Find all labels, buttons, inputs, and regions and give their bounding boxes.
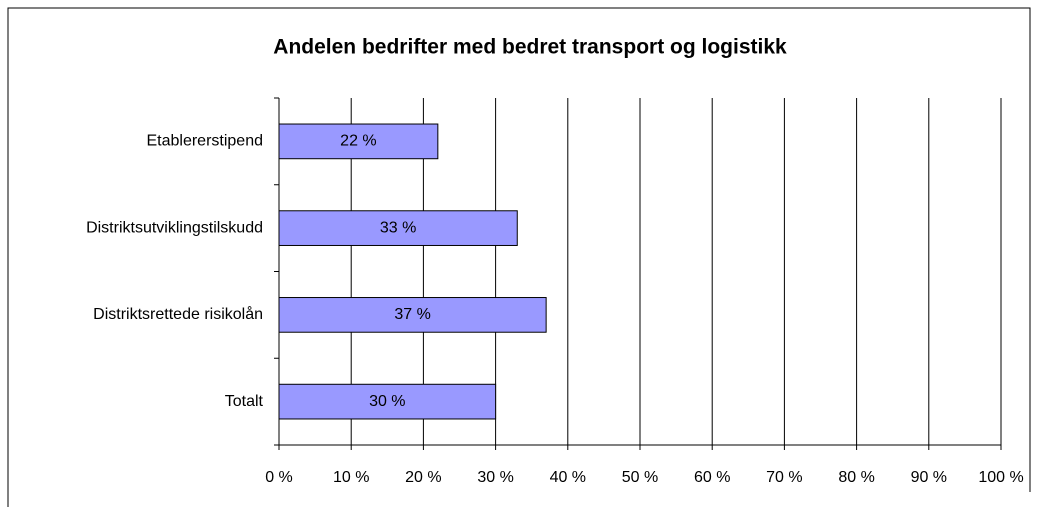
x-tick-label: 0 % xyxy=(265,469,293,486)
x-tick-label: 70 % xyxy=(766,469,802,486)
x-tick-label: 90 % xyxy=(911,469,947,486)
bar xyxy=(278,210,518,246)
bar xyxy=(278,123,439,160)
value-label: 37 % xyxy=(394,306,430,323)
value-label: 30 % xyxy=(369,393,405,410)
value-label: 22 % xyxy=(340,133,376,150)
x-tick-label: 60 % xyxy=(694,469,730,486)
bar xyxy=(278,383,497,420)
x-tick-label: 20 % xyxy=(405,469,441,486)
x-tick-label: 100 % xyxy=(978,469,1023,486)
x-tick-label: 40 % xyxy=(550,469,586,486)
chart-frame xyxy=(7,7,1031,507)
y-tick-label: Totalt xyxy=(225,393,264,410)
value-label: 33 % xyxy=(380,219,416,236)
y-tick-label: Etablererstipend xyxy=(146,133,263,150)
x-tick-label: 10 % xyxy=(333,469,369,486)
x-tick-label: 80 % xyxy=(838,469,874,486)
y-tick-label: Distriktsrettede risikolån xyxy=(93,305,263,323)
x-tick-label: 50 % xyxy=(622,469,658,486)
y-tick-label: Distriktsutviklingstilskudd xyxy=(86,219,263,236)
bar xyxy=(278,297,547,333)
chart-title: Andelen bedrifter med bedret transport o… xyxy=(273,36,787,59)
x-tick-label: 30 % xyxy=(477,469,513,486)
